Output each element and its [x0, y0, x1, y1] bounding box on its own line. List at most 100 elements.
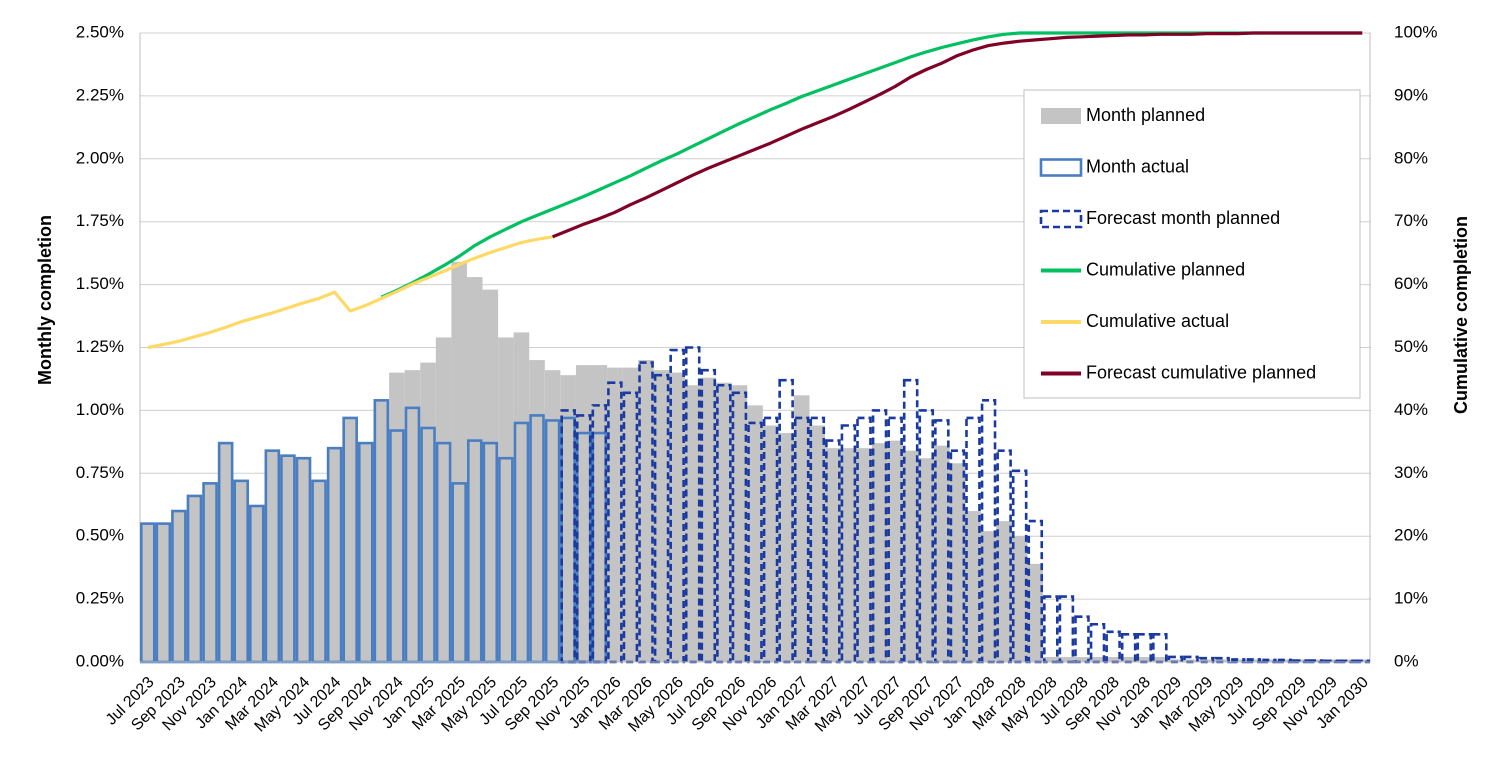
y2-tick-label: 90%: [1394, 85, 1428, 104]
bar: [700, 377, 717, 662]
bar: [949, 463, 966, 662]
bar: [778, 433, 794, 662]
bar: [825, 448, 841, 662]
bar: [466, 277, 483, 662]
bar: [311, 480, 327, 662]
forecast-bar: [856, 416, 872, 664]
line: [147, 235, 553, 350]
bar: [140, 523, 156, 662]
legend-label: Forecast month planned: [1086, 208, 1280, 228]
bar: [1058, 656, 1075, 662]
bar: [1027, 563, 1044, 662]
forecast-bar: [1089, 622, 1106, 664]
legend-symbol: [1041, 108, 1081, 124]
y2-tick-label: 30%: [1394, 463, 1428, 482]
forecast-bar: [949, 449, 966, 664]
y-tick-label: 0.50%: [76, 526, 124, 545]
bar: [902, 450, 919, 662]
bar: [217, 443, 234, 662]
bar: [856, 448, 872, 662]
forecast-bar: [653, 373, 670, 664]
bar: [529, 360, 545, 662]
y-tick-label: 2.25%: [76, 85, 124, 104]
bar: [1011, 536, 1028, 662]
bar: [233, 480, 249, 662]
bar: [280, 455, 296, 662]
forecast-bar: [825, 439, 841, 664]
forecast-bar: [809, 416, 826, 664]
y2-tick-label: 10%: [1394, 589, 1428, 608]
bar: [1120, 656, 1137, 662]
bar: [871, 443, 888, 662]
legend-label: Cumulative actual: [1086, 311, 1229, 331]
bar: [513, 332, 530, 662]
line: [552, 31, 1363, 239]
legend-symbol: [1039, 158, 1083, 177]
bar: [295, 458, 312, 662]
bar: [731, 385, 748, 662]
bar: [980, 531, 997, 662]
bar: [747, 405, 763, 662]
bar: [638, 360, 654, 662]
bar: [1105, 656, 1121, 662]
legend-symbol: [1039, 209, 1083, 229]
y2-tick-label: 80%: [1394, 148, 1428, 167]
bar: [389, 372, 405, 662]
forecast-bar: [1043, 595, 1059, 664]
forecast-bar: [1261, 658, 1277, 664]
forecast-bar: [716, 383, 732, 664]
bar: [1043, 656, 1059, 662]
bar: [1152, 656, 1168, 662]
forecast-bar: [996, 449, 1012, 664]
y-tick-label: 2.00%: [76, 148, 124, 167]
y-tick-label: 1.25%: [76, 337, 124, 356]
forecast-bar: [1058, 595, 1075, 664]
bar: [653, 370, 670, 662]
bar: [1136, 656, 1153, 662]
forecast-bar: [638, 361, 654, 664]
y2-tick-label: 60%: [1394, 274, 1428, 293]
bar: [544, 370, 561, 662]
bar: [575, 365, 592, 662]
legend-label: Month planned: [1086, 105, 1205, 125]
bar: [171, 511, 187, 662]
bar: [420, 362, 436, 662]
y-tick-label: 1.50%: [76, 274, 124, 293]
y2-tick-label: 20%: [1394, 526, 1428, 545]
forecast-bar: [1307, 659, 1324, 664]
forecast-bar: [762, 416, 779, 664]
y2-tick-label: 100%: [1394, 22, 1437, 41]
bar: [918, 458, 935, 662]
bar: [435, 337, 452, 662]
legend-label: Month actual: [1086, 156, 1189, 176]
bar: [326, 448, 343, 662]
bar: [1089, 656, 1106, 662]
forecast-bar: [793, 416, 810, 664]
bar: [607, 367, 623, 662]
y-tick-label: 0.75%: [76, 463, 124, 482]
forecast-bar: [1229, 658, 1246, 664]
bar: [248, 506, 265, 662]
forecast-bar: [1276, 658, 1293, 664]
y2-tick-label: 50%: [1394, 337, 1428, 356]
forecast-bar: [887, 416, 903, 664]
y-tick-label: 2.50%: [76, 22, 124, 41]
bar: [996, 521, 1012, 662]
forecast-bar: [560, 409, 576, 664]
y-axis-title: Monthly completion: [35, 215, 55, 385]
y-tick-label: 1.75%: [76, 211, 124, 230]
bar: [155, 523, 172, 662]
bar: [684, 385, 701, 662]
y2-tick-label: 0%: [1394, 651, 1419, 670]
bar: [793, 395, 810, 662]
bar: [1074, 656, 1090, 662]
legend-box: [1023, 89, 1361, 399]
legend-label: Cumulative planned: [1086, 259, 1245, 279]
bar: [762, 425, 779, 662]
bar: [560, 375, 576, 662]
forecast-bar: [1292, 659, 1308, 664]
legend: Month planned Month actual Forecast month …: [1023, 89, 1361, 399]
y2-tick-label: 40%: [1394, 400, 1428, 419]
bar: [482, 289, 499, 662]
